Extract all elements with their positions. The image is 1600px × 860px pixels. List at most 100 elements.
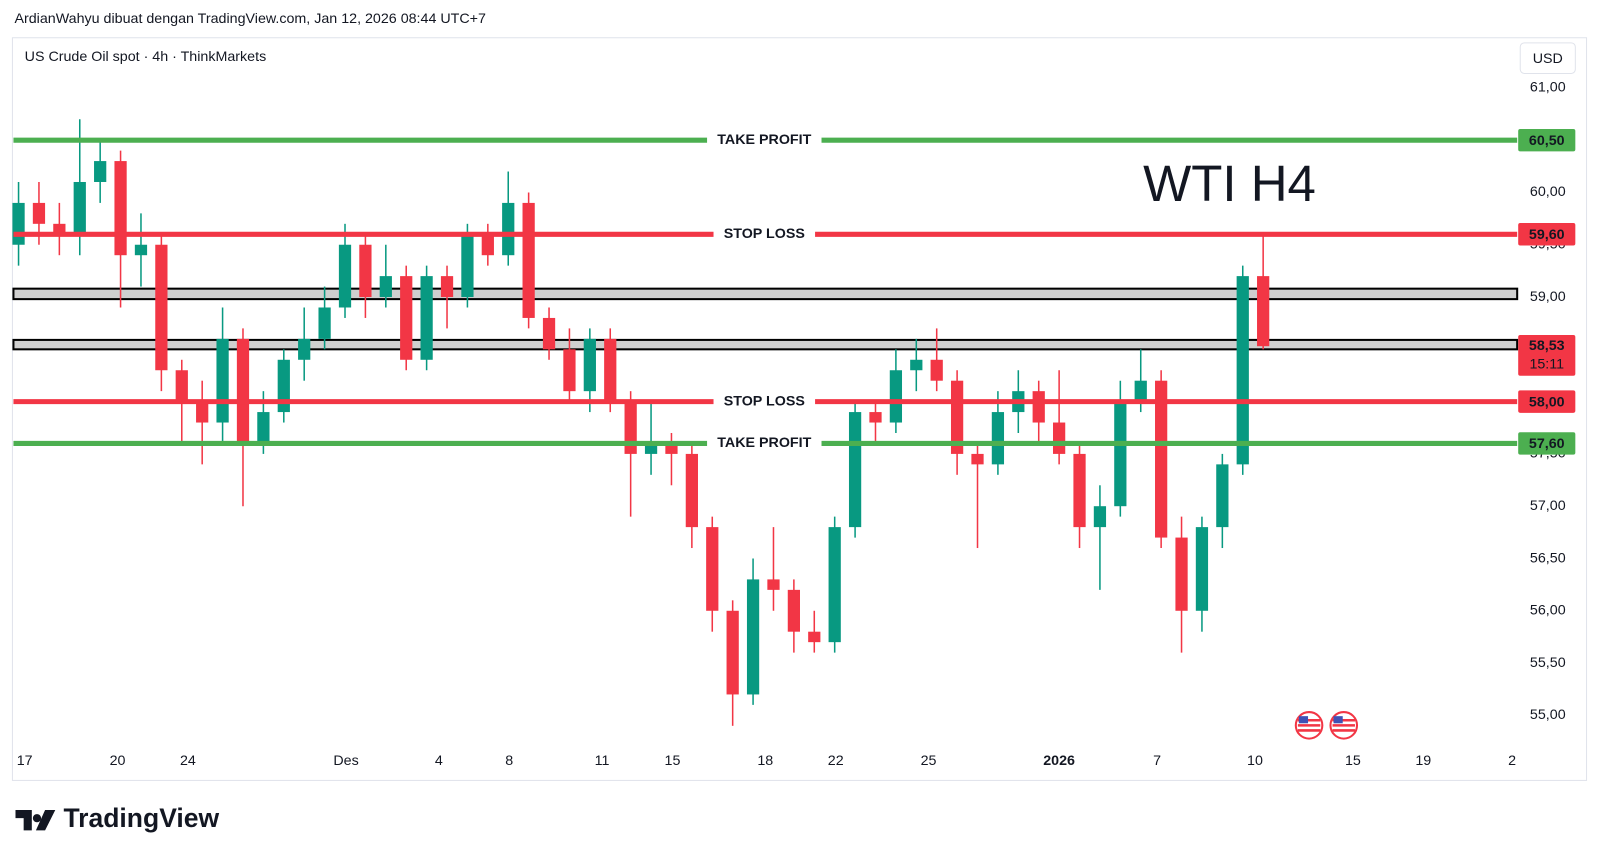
flag-canton <box>1298 716 1309 724</box>
candle-body <box>604 338 617 402</box>
price-tag-label: 58,00 <box>1529 394 1565 410</box>
y-tick-label: 60,00 <box>1530 184 1566 200</box>
price-tag-label: 59,60 <box>1529 227 1565 243</box>
x-tick-label: 17 <box>17 753 33 769</box>
candle-body <box>1073 453 1086 528</box>
candle-body <box>542 317 556 350</box>
y-tick-label: 61,00 <box>1530 80 1566 96</box>
candle-body <box>134 244 148 256</box>
candle-body <box>53 223 66 235</box>
candle-body <box>338 244 352 308</box>
y-tick-label: 56,00 <box>1530 603 1566 619</box>
candle-body <box>1236 276 1249 465</box>
candle-body <box>1216 464 1229 528</box>
candle-body <box>1053 422 1066 454</box>
candle-body <box>706 527 719 611</box>
candle-body <box>869 412 882 423</box>
x-tick-label: 20 <box>110 753 126 769</box>
candle-body <box>175 370 188 402</box>
candle-body <box>461 234 474 298</box>
candle-body <box>991 412 1005 465</box>
candle-body <box>216 338 229 423</box>
candle-body <box>665 443 678 454</box>
candle-body <box>1195 527 1209 611</box>
candle-body <box>950 380 964 454</box>
x-tick-label: 11 <box>595 753 610 769</box>
candle-body <box>420 276 433 360</box>
x-tick-label: 2026 <box>1043 753 1075 769</box>
plot-area: 55,0055,5056,0056,5057,0057,5059,0059,50… <box>12 80 1576 769</box>
candle-body <box>1114 401 1127 507</box>
chart-title: WTI H4 <box>1143 155 1316 212</box>
x-tick-label: Des <box>333 753 358 769</box>
brand-logo: TradingView <box>15 803 220 833</box>
x-tick-label: 18 <box>757 753 773 769</box>
candle-body <box>522 202 535 318</box>
brand: TradingView <box>63 803 219 833</box>
price-tag <box>1518 128 1576 152</box>
y-tick-label: 55,00 <box>1530 707 1566 723</box>
level-label: TAKE PROFIT <box>717 132 811 148</box>
candle-body <box>12 202 25 245</box>
candle-body <box>257 412 270 444</box>
price-tag-label: 60,50 <box>1529 133 1565 149</box>
price-tag <box>1518 223 1576 246</box>
candle-body <box>73 181 86 235</box>
currency[interactable]: USD <box>1533 51 1563 67</box>
x-tick-label: 15 <box>1345 753 1361 769</box>
candle-body <box>787 589 800 632</box>
candle-body <box>889 370 903 423</box>
candle-body <box>971 453 984 465</box>
y-tick-label: 57,00 <box>1530 498 1566 514</box>
currency-button[interactable] <box>1519 42 1576 74</box>
candle-body <box>379 276 392 298</box>
candle-body <box>644 443 658 454</box>
event-flags[interactable] <box>1294 711 1359 740</box>
last-price-label: 58,53 <box>1529 338 1565 354</box>
candle-body <box>32 202 46 224</box>
candle-body <box>746 579 760 695</box>
candle-body <box>685 453 698 528</box>
symbol-info: US Crude Oil spot · 4h · ThinkMarkets <box>25 49 267 65</box>
candle-body <box>277 359 290 413</box>
candle-body <box>726 610 739 695</box>
candle-body <box>196 401 209 423</box>
x-tick-label: 24 <box>180 753 196 769</box>
y-tick-label: 56,50 <box>1530 550 1566 566</box>
candle-body <box>318 307 331 339</box>
candle-body <box>481 234 494 256</box>
level-label: STOP LOSS <box>724 226 805 242</box>
x-tick-label: 15 <box>665 753 681 769</box>
candle-body <box>1093 506 1107 528</box>
candle-body <box>848 412 862 528</box>
candle-body <box>910 359 923 371</box>
bar-countdown: 15:11 <box>1529 356 1564 372</box>
x-tick-label: 8 <box>505 753 513 769</box>
x-tick-label: 2 <box>1508 753 1516 769</box>
logo-mark <box>15 810 56 831</box>
flag-canton <box>1333 716 1343 724</box>
candle-body <box>400 276 413 360</box>
y-tick-label: 59,00 <box>1530 289 1566 305</box>
chart-frame <box>11 37 1588 781</box>
x-tick-label: 10 <box>1247 753 1263 769</box>
candle-body <box>502 202 515 256</box>
zone <box>12 287 1519 301</box>
candle-body <box>583 338 596 392</box>
candle-body <box>1175 537 1188 611</box>
price-tag <box>1518 432 1576 455</box>
x-tick-label: 19 <box>1415 753 1431 769</box>
candle-body <box>930 359 943 381</box>
candle-body <box>828 527 841 643</box>
x-tick-label: 25 <box>921 753 937 769</box>
candle-body <box>624 401 637 454</box>
candle-body <box>563 349 576 392</box>
candle-body <box>767 579 780 590</box>
x-tick-label: 4 <box>435 753 443 769</box>
candle-body <box>1155 380 1168 538</box>
candle-body <box>808 631 821 643</box>
price-tag-label: 57,60 <box>1529 436 1565 452</box>
candle-body <box>94 161 107 182</box>
candle-body <box>236 338 250 444</box>
